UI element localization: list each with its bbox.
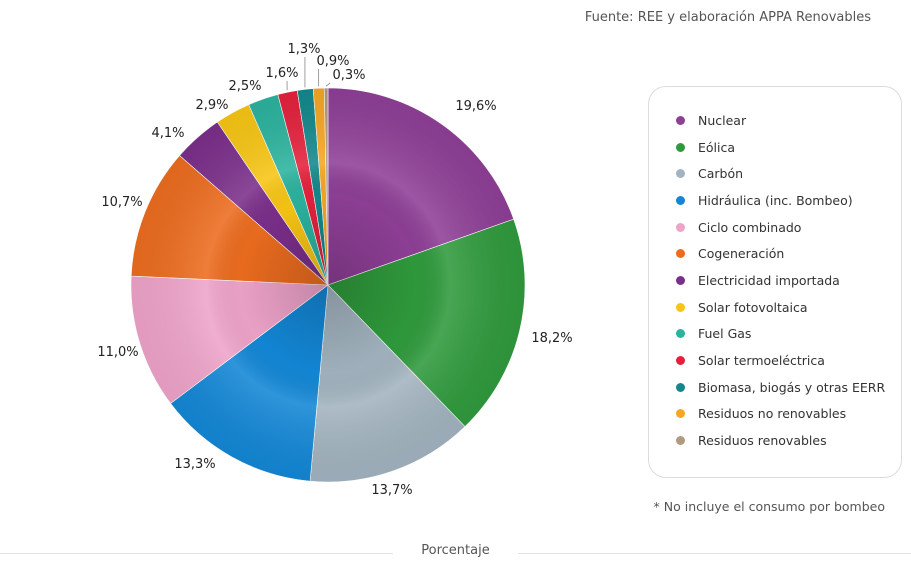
slice-label-3: 13,3% (174, 457, 215, 472)
legend-label-6: Electricidad importada (698, 272, 840, 288)
legend-item-11: Residuos no renovables (676, 401, 901, 428)
legend: Nuclear Eólica Carbón Hidráulica (inc. Bomb… (648, 86, 902, 478)
slice-label-9: 1,6% (265, 66, 298, 81)
legend-swatch-11 (676, 409, 685, 419)
slice-label-10: 1,3% (287, 42, 320, 57)
legend-label-1: Eólica (698, 139, 736, 155)
legend-item-8: Fuel Gas (676, 321, 901, 348)
legend-label-7: Solar fotovoltaica (698, 299, 808, 315)
legend-swatch-5 (676, 249, 685, 259)
legend-label-10: Biomasa, biogás y otras EERR (698, 379, 886, 395)
legend-label-12: Residuos renovables (698, 433, 827, 449)
legend-swatch-0 (676, 115, 685, 125)
legend-item-12: Residuos renovables (676, 427, 901, 454)
legend-label-4: Ciclo combinado (698, 219, 802, 235)
legend-swatch-3 (676, 195, 685, 205)
legend-item-3: Hidráulica (inc. Bombeo) (676, 187, 901, 214)
legend-swatch-12 (676, 436, 685, 446)
legend-swatch-10 (676, 382, 685, 392)
legend-swatch-8 (676, 329, 685, 339)
legend-item-2: Carbón (676, 160, 901, 187)
legend-swatch-9 (676, 356, 685, 366)
legend-label-9: Solar termoeléctrica (698, 353, 825, 369)
slice-label-8: 2,5% (228, 79, 261, 94)
legend-swatch-4 (676, 222, 685, 232)
leader-line-12 (325, 82, 331, 87)
slice-label-5: 10,7% (101, 195, 142, 210)
legend-item-6: Electricidad importada (676, 267, 901, 294)
legend-item-7: Solar fotovoltaica (676, 294, 901, 321)
slice-label-11: 0,9% (316, 54, 349, 69)
x-axis-label: Porcentaje (0, 543, 911, 568)
legend-label-5: Cogeneración (698, 246, 785, 262)
slice-label-7: 2,9% (195, 98, 228, 113)
footnote: * No incluye el consumo por bombeo (653, 499, 885, 514)
legend-item-10: Biomasa, biogás y otras EERR (676, 374, 901, 401)
slice-label-6: 4,1% (151, 126, 184, 141)
legend-item-0: Nuclear (676, 107, 901, 134)
slice-label-4: 11,0% (97, 345, 138, 360)
legend-item-5: Cogeneración (676, 240, 901, 267)
legend-label-8: Fuel Gas (698, 326, 752, 342)
legend-label-3: Hidráulica (inc. Bombeo) (698, 192, 853, 208)
slice-label-2: 13,7% (371, 483, 412, 498)
pie-chart: 19,6% 18,2% 13,7% 13,3% 11,0% 10,7% 4,1% 2,9%2,… (97, 42, 572, 498)
legend-item-4: Ciclo combinado (676, 214, 901, 241)
legend-label-11: Residuos no renovables (698, 406, 847, 422)
legend-item-1: Eólica (676, 134, 901, 161)
legend-swatch-6 (676, 275, 685, 285)
slice-label-0: 19,6% (455, 99, 496, 114)
legend-swatch-2 (676, 169, 685, 179)
legend-item-9: Solar termoeléctrica (676, 347, 901, 374)
slice-label-12: 0,3% (332, 68, 365, 83)
legend-swatch-1 (676, 142, 685, 152)
slice-label-1: 18,2% (531, 331, 572, 346)
x-axis-label-text: Porcentaje (393, 543, 518, 558)
legend-label-2: Carbón (698, 166, 744, 182)
legend-label-0: Nuclear (698, 112, 747, 128)
legend-swatch-7 (676, 302, 685, 312)
source-note: Fuente: REE y elaboración APPA Renovable… (584, 10, 871, 25)
